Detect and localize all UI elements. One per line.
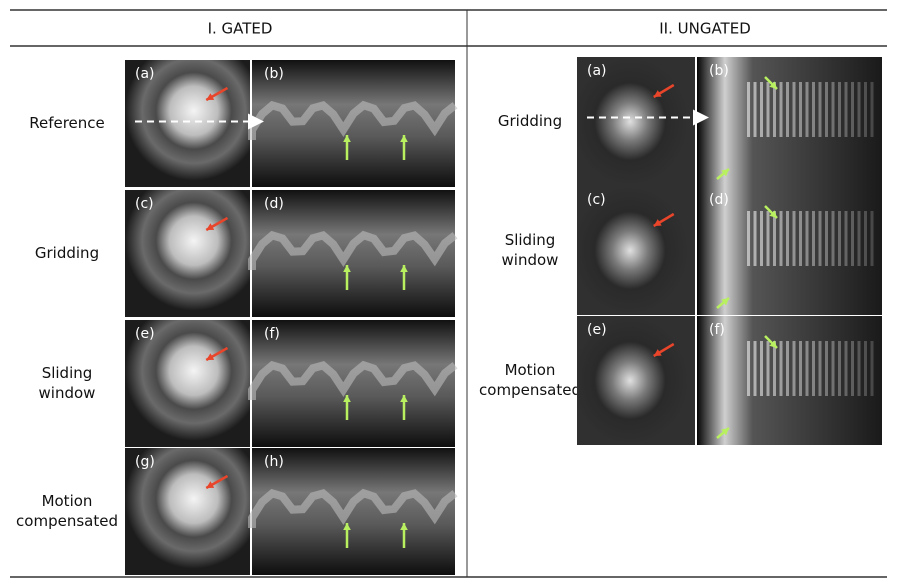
signal <box>767 82 770 137</box>
signal <box>773 82 776 137</box>
signal <box>812 211 815 266</box>
signal <box>754 82 757 137</box>
panel-label: (a) <box>587 63 607 79</box>
panel-label: (d) <box>264 196 284 212</box>
row-label: window <box>502 251 559 269</box>
signal <box>812 82 815 137</box>
signal <box>838 341 841 396</box>
signal <box>832 341 835 396</box>
figure: I. GATED II. UNGATED Reference (a) (b) Grid… <box>0 0 897 579</box>
signal <box>864 82 867 137</box>
signal <box>767 211 770 266</box>
signal <box>845 82 848 137</box>
signal <box>819 341 822 396</box>
signal <box>806 211 809 266</box>
signal <box>864 341 867 396</box>
signal <box>760 82 763 137</box>
signal <box>858 82 861 137</box>
panel-label: (c) <box>135 196 154 212</box>
signal <box>767 341 770 396</box>
signal <box>780 82 783 137</box>
panel-label: (b) <box>709 63 729 79</box>
panel-label: (d) <box>709 192 729 208</box>
panel-label: (c) <box>587 192 606 208</box>
signal <box>819 82 822 137</box>
signal <box>825 341 828 396</box>
signal <box>858 211 861 266</box>
signal <box>760 211 763 266</box>
signal <box>851 82 854 137</box>
signal <box>786 341 789 396</box>
signal <box>871 211 874 266</box>
signal <box>747 341 750 396</box>
signal <box>786 211 789 266</box>
column-title: II. UNGATED <box>659 20 751 38</box>
signal <box>819 211 822 266</box>
signal <box>754 341 757 396</box>
panel-label: (g) <box>135 454 155 470</box>
signal <box>806 82 809 137</box>
row-label: Sliding <box>505 231 556 249</box>
row-label: Gridding <box>498 112 562 130</box>
signal <box>825 211 828 266</box>
row-label: window <box>39 384 96 402</box>
image-panel <box>252 320 455 447</box>
row-label: Motion <box>505 361 556 379</box>
signal <box>871 341 874 396</box>
signal <box>786 82 789 137</box>
panel-label: (b) <box>264 66 284 82</box>
row-label: compensated <box>16 512 118 530</box>
panel-label: (f) <box>264 326 280 342</box>
column-title: I. GATED <box>208 20 273 38</box>
signal <box>747 211 750 266</box>
row-label: Sliding <box>42 364 93 382</box>
panel-label: (e) <box>587 322 607 338</box>
signal <box>845 341 848 396</box>
signal <box>793 82 796 137</box>
signal <box>799 82 802 137</box>
signal <box>812 341 815 396</box>
signal <box>851 211 854 266</box>
signal <box>832 82 835 137</box>
signal <box>864 211 867 266</box>
signal <box>806 341 809 396</box>
signal <box>851 341 854 396</box>
panel-label: (f) <box>709 322 725 338</box>
signal <box>871 82 874 137</box>
signal <box>793 341 796 396</box>
signal <box>858 341 861 396</box>
panel-label: (e) <box>135 326 155 342</box>
signal <box>825 82 828 137</box>
signal <box>780 211 783 266</box>
signal <box>760 341 763 396</box>
signal <box>845 211 848 266</box>
signal <box>799 341 802 396</box>
row-label: compensated <box>479 381 581 399</box>
signal <box>780 341 783 396</box>
signal <box>747 82 750 137</box>
panel-label: (a) <box>135 66 155 82</box>
signal <box>838 211 841 266</box>
panel-label: (h) <box>264 454 284 470</box>
signal <box>793 211 796 266</box>
signal <box>838 82 841 137</box>
row-label: Gridding <box>35 244 99 262</box>
signal <box>799 211 802 266</box>
row-label: Motion <box>42 492 93 510</box>
signal <box>754 211 757 266</box>
signal <box>773 341 776 396</box>
row-label: Reference <box>29 114 105 132</box>
signal <box>773 211 776 266</box>
signal <box>832 211 835 266</box>
